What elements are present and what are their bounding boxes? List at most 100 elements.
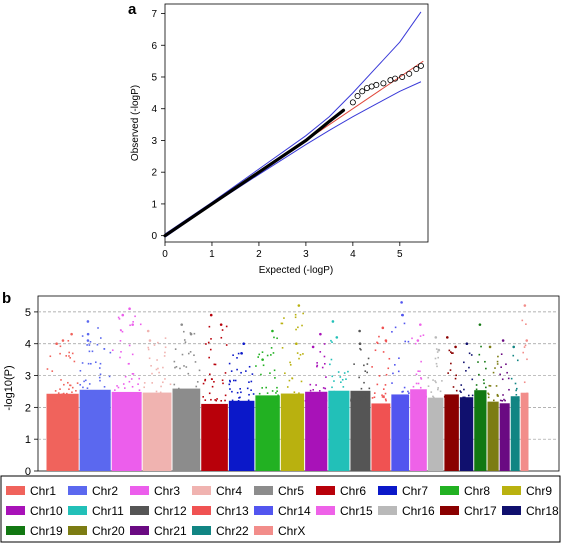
manhattan-point [466, 399, 468, 402]
manhattan-point [179, 367, 181, 370]
legend-label: Chr19 [30, 524, 63, 538]
qq-y-tick-label: 6 [151, 41, 157, 52]
manhattan-point [475, 384, 478, 386]
manhattan-chr-band [459, 397, 474, 471]
manhattan-point [330, 339, 332, 342]
manhattan-point [407, 390, 409, 393]
manhattan-point [437, 387, 439, 389]
manhattan-hit-point [445, 336, 449, 339]
manhattan-point [134, 315, 136, 318]
manhattan-point [120, 350, 122, 353]
legend-label: Chr2 [92, 484, 118, 498]
manhattan-point [225, 325, 228, 328]
manhattan-point [129, 324, 131, 327]
legend-swatch [130, 526, 149, 535]
legend-label: Chr20 [92, 524, 125, 538]
manhattan-point [258, 353, 261, 356]
manhattan-point [99, 395, 102, 398]
manhattan-point [202, 396, 204, 398]
manhattan-point [448, 349, 451, 352]
manhattan-point [189, 332, 192, 334]
manhattan-point [289, 364, 292, 366]
manhattan-point [157, 341, 159, 344]
manhattan-chr-chr13 [371, 326, 391, 471]
manhattan-point [391, 331, 393, 333]
manhattan-y-tick-label: 3 [25, 371, 31, 383]
manhattan-hit-point [525, 339, 529, 342]
legend-swatch [6, 506, 25, 515]
manhattan-point [343, 372, 346, 374]
manhattan-point [373, 392, 376, 394]
manhattan-point [324, 387, 327, 390]
manhattan-hit-point [86, 320, 90, 323]
manhattan-point [143, 382, 146, 384]
manhattan-point [392, 372, 394, 375]
manhattan-point [339, 376, 342, 378]
manhattan-hit-point [419, 323, 422, 326]
manhattan-point [231, 399, 234, 402]
manhattan-point [495, 385, 498, 387]
manhattan-point [497, 395, 499, 397]
manhattan-point [468, 366, 470, 369]
manhattan-point [402, 390, 404, 393]
qq-point [413, 66, 420, 73]
manhattan-point [158, 371, 160, 374]
manhattan-point [284, 372, 286, 375]
manhattan-point [506, 371, 508, 374]
manhattan-point [382, 351, 385, 353]
manhattan-point [378, 374, 381, 377]
manhattan-point [194, 399, 197, 402]
manhattan-point [79, 383, 82, 386]
manhattan-point [320, 394, 323, 396]
manhattan-point [325, 376, 327, 378]
manhattan-point [350, 399, 352, 402]
manhattan-point [231, 390, 233, 393]
manhattan-point [397, 370, 400, 373]
manhattan-point [159, 391, 162, 394]
manhattan-point [75, 389, 77, 392]
manhattan-point [236, 357, 238, 359]
manhattan-point [216, 398, 218, 400]
manhattan-point [432, 396, 435, 399]
manhattan-chr-band [172, 388, 201, 471]
manhattan-point [214, 399, 216, 401]
manhattan-chr-chr6 [201, 313, 228, 471]
manhattan-point [330, 358, 333, 361]
manhattan-hit-point [501, 339, 505, 342]
manhattan-point [295, 328, 297, 331]
manhattan-point [452, 386, 455, 388]
manhattan-point [427, 385, 430, 387]
legend-swatch [68, 526, 87, 535]
manhattan-chr-band [142, 392, 172, 471]
legend-item-chr18: Chr18 [502, 504, 559, 518]
manhattan-point [475, 388, 478, 391]
manhattan-point [69, 384, 72, 387]
manhattan-point [463, 388, 465, 391]
manhattan-point [64, 396, 66, 399]
manhattan-point [173, 360, 176, 363]
manhattan-point [236, 368, 238, 371]
manhattan-hit-point [86, 339, 90, 342]
manhattan-point [501, 399, 504, 402]
manhattan-point [238, 397, 240, 399]
manhattan-y-axis-label: -log10(P) [3, 365, 15, 410]
manhattan-point [176, 399, 179, 401]
qq-point [417, 62, 424, 69]
manhattan-y-tick-label: 0 [25, 466, 31, 478]
manhattan-point [447, 394, 450, 397]
manhattan-point [323, 395, 326, 398]
manhattan-chr-chr20 [487, 345, 499, 471]
manhattan-point [283, 317, 285, 319]
manhattan-hit-point [465, 342, 469, 346]
manhattan-point [434, 357, 437, 360]
qq-x-axis: 0 1 2 3 4 5 [162, 242, 403, 260]
manhattan-point [411, 337, 413, 340]
manhattan-point [382, 388, 385, 390]
manhattan-point [345, 399, 348, 402]
legend-item-chr22: Chr22 [192, 524, 249, 538]
manhattan-point [371, 397, 374, 399]
manhattan-point [437, 388, 439, 391]
manhattan-point [153, 344, 156, 346]
manhattan-point [485, 367, 487, 370]
legend-item-chr20: Chr20 [68, 524, 125, 538]
